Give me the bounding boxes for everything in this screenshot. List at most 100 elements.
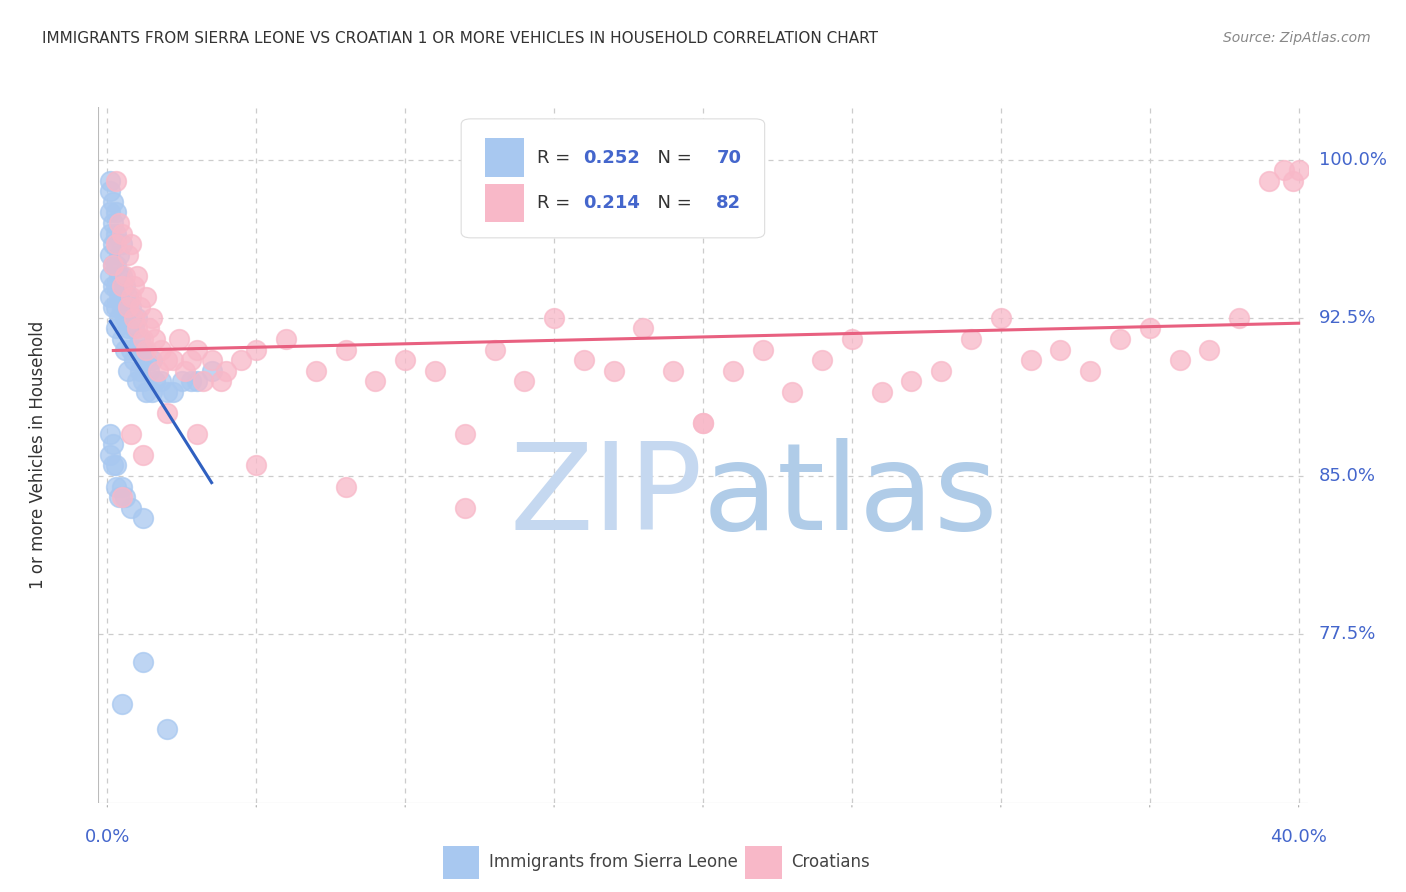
Point <box>484 343 506 357</box>
Point <box>98 290 121 304</box>
Point <box>120 301 142 315</box>
Point <box>1227 310 1250 325</box>
Point <box>135 343 157 357</box>
Point <box>180 374 202 388</box>
Point <box>105 227 128 241</box>
Point <box>1281 174 1303 188</box>
Point <box>111 227 134 241</box>
Point <box>1272 163 1295 178</box>
Point <box>103 216 125 230</box>
Point <box>173 363 195 377</box>
Point <box>138 321 160 335</box>
Point <box>122 353 145 368</box>
Point <box>105 205 128 219</box>
Point <box>103 237 125 252</box>
Text: 100.0%: 100.0% <box>1319 151 1386 169</box>
Point <box>108 216 131 230</box>
Text: 82: 82 <box>716 194 741 212</box>
Point <box>572 353 595 368</box>
Bar <box>485 138 524 177</box>
Text: Source: ZipAtlas.com: Source: ZipAtlas.com <box>1223 31 1371 45</box>
Point <box>127 321 149 335</box>
Point <box>990 310 1012 325</box>
Point <box>156 406 179 420</box>
Point <box>114 279 136 293</box>
Point <box>103 458 125 473</box>
Point <box>108 290 131 304</box>
Point <box>721 363 744 377</box>
Point <box>105 301 128 315</box>
Point <box>129 363 152 377</box>
Point <box>129 301 152 315</box>
Point <box>105 237 128 252</box>
Point <box>117 290 139 304</box>
Point <box>98 227 121 241</box>
Point <box>215 363 238 377</box>
Point <box>132 448 155 462</box>
Point <box>364 374 387 388</box>
Point <box>1049 343 1071 357</box>
Point <box>141 310 163 325</box>
Point <box>662 363 685 377</box>
Bar <box>443 846 479 880</box>
Point <box>111 268 134 283</box>
Point <box>122 279 145 293</box>
Point <box>751 343 773 357</box>
Point <box>274 332 297 346</box>
Point <box>129 332 152 346</box>
Point <box>108 247 131 261</box>
Point <box>105 279 128 293</box>
Point <box>120 500 142 515</box>
Point <box>114 343 136 357</box>
Text: N =: N = <box>647 194 697 212</box>
Point <box>149 343 172 357</box>
Point <box>186 374 208 388</box>
Point <box>156 384 179 399</box>
Point <box>103 437 125 451</box>
Text: 0.0%: 0.0% <box>84 828 129 846</box>
Point <box>138 363 160 377</box>
Point <box>245 343 267 357</box>
Point <box>132 343 155 357</box>
Text: 0.214: 0.214 <box>583 194 640 212</box>
Point <box>105 174 128 188</box>
Point <box>811 353 834 368</box>
Point <box>103 301 125 315</box>
Text: N =: N = <box>647 149 697 167</box>
Point <box>117 321 139 335</box>
Point <box>127 310 149 325</box>
Text: 0.252: 0.252 <box>583 149 640 167</box>
Point <box>127 268 149 283</box>
Point <box>186 343 208 357</box>
Point <box>209 374 232 388</box>
Point <box>841 332 863 346</box>
Point <box>149 374 172 388</box>
Text: R =: R = <box>537 194 576 212</box>
Bar <box>745 846 782 880</box>
Point <box>162 384 184 399</box>
Point <box>135 353 157 368</box>
Point <box>1109 332 1132 346</box>
Point <box>394 353 416 368</box>
Point <box>132 511 155 525</box>
Point <box>960 332 983 346</box>
Point <box>127 343 149 357</box>
Point <box>122 321 145 335</box>
Text: 92.5%: 92.5% <box>1319 309 1376 326</box>
Point <box>103 258 125 272</box>
Point <box>122 310 145 325</box>
FancyBboxPatch shape <box>461 119 765 238</box>
Point <box>1139 321 1161 335</box>
Point <box>900 374 922 388</box>
Point <box>143 332 166 346</box>
Point <box>120 290 142 304</box>
Point <box>231 353 253 368</box>
Point <box>335 479 357 493</box>
Point <box>117 247 139 261</box>
Point <box>143 374 166 388</box>
Point <box>132 374 155 388</box>
Point <box>633 321 655 335</box>
Point <box>146 363 169 377</box>
Point <box>167 332 190 346</box>
Point <box>98 174 121 188</box>
